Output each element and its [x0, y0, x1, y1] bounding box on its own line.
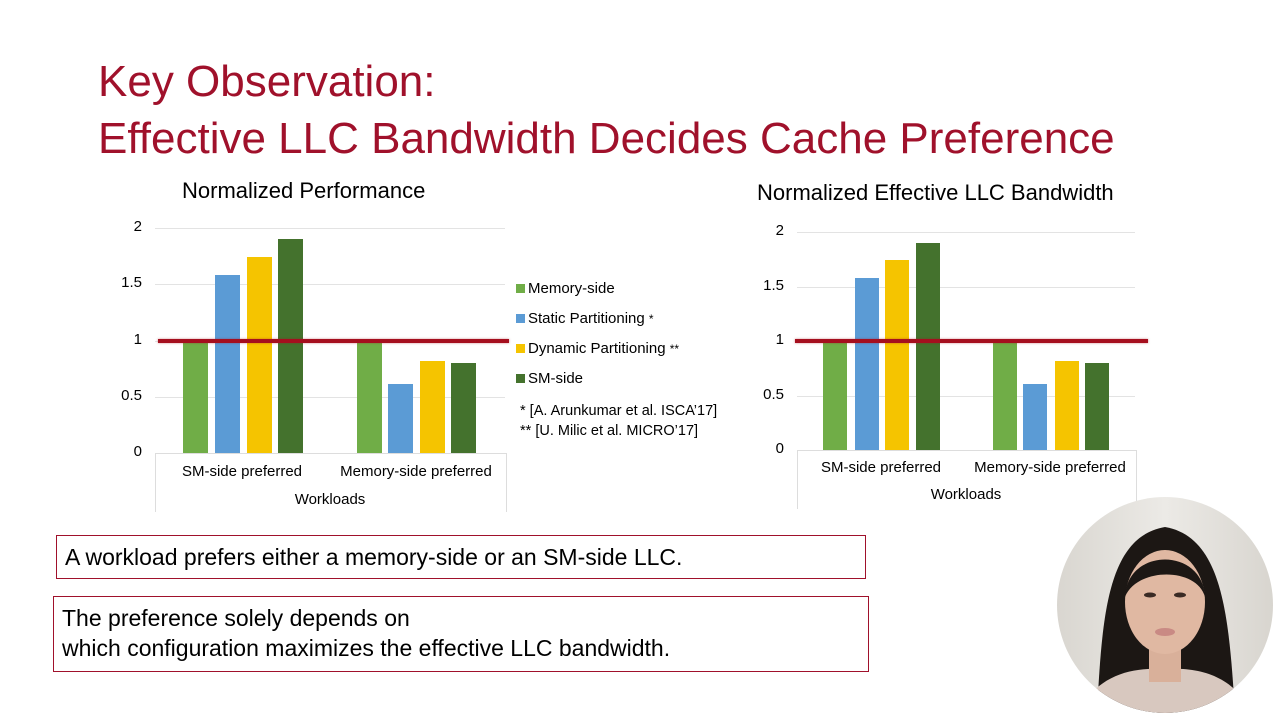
- legend-swatch: [516, 314, 525, 323]
- legend-swatch: [516, 344, 525, 353]
- bar-sm-side: [278, 239, 303, 453]
- chart-title: Normalized Effective LLC Bandwidth: [757, 180, 1114, 205]
- y-tick-label: 0.5: [763, 385, 784, 403]
- callout-preference: A workload prefers either a memory-side …: [56, 535, 866, 579]
- callout-bandwidth: The preference solely depends on which co…: [53, 596, 869, 672]
- x-category-label: SM-side preferred: [181, 463, 303, 480]
- y-tick-label: 1.5: [121, 274, 142, 292]
- callout-text-line1: The preference solely depends on: [62, 605, 410, 631]
- y-tick-label: 0: [133, 443, 142, 460]
- bar-static-partitioning: [855, 277, 879, 450]
- gridline: [155, 396, 505, 398]
- bar-sm-side: [916, 242, 940, 450]
- legend-mark: **: [669, 341, 680, 356]
- y-tick-label: 1.5: [763, 276, 784, 294]
- bar-static-partitioning: [215, 275, 240, 453]
- bar-dynamic-partitioning: [885, 260, 909, 450]
- gridline: [797, 232, 1135, 233]
- legend-mark: *: [648, 311, 654, 326]
- speaker-portrait-icon: [1077, 527, 1253, 713]
- legend-label: Static Partitioning: [528, 310, 645, 327]
- y-tick-label: 2: [775, 222, 784, 239]
- callout-text: A workload prefers either a memory-side …: [65, 544, 683, 570]
- slide-title-line1: Key Observation:: [98, 57, 436, 106]
- x-category-label: Memory-side preferred: [340, 463, 492, 480]
- bar-sm-side: [451, 363, 476, 453]
- y-tick-label: 2: [133, 218, 142, 235]
- y-tick-label: 0.5: [121, 386, 142, 404]
- bar-dynamic-partitioning: [1055, 360, 1079, 450]
- bar-memory-side: [823, 341, 847, 450]
- legend-swatch: [516, 374, 525, 383]
- chart-title: Normalized Performance: [182, 178, 426, 203]
- x-axis-label: Workloads: [294, 491, 366, 508]
- y-tick-label: 1: [775, 331, 784, 348]
- speaker-video: [1057, 497, 1273, 713]
- bar-memory-side: [357, 340, 382, 453]
- legend-item-sm-side: SM-side: [516, 370, 583, 387]
- legend-label: Dynamic Partitioning: [528, 340, 666, 357]
- bar-static-partitioning: [388, 384, 413, 453]
- y-tick-label: 0: [775, 440, 784, 457]
- y-tick-label: 1: [133, 330, 142, 348]
- x-axis-label: Workloads: [930, 486, 1002, 503]
- bar-memory-side: [993, 341, 1017, 450]
- bar-memory-side: [183, 340, 208, 453]
- reference-line: [795, 339, 1148, 343]
- footnote-milic: ** [U. Milic et al. MICRO’17]: [520, 423, 699, 439]
- bar-static-partitioning: [1023, 383, 1047, 450]
- reference-line: [158, 338, 509, 343]
- gridline: [155, 284, 505, 286]
- gridline: [797, 395, 1135, 397]
- plot-area-frame: [797, 450, 1137, 509]
- legend-item-static: Static Partitioning *: [516, 310, 654, 327]
- x-category-label: SM-side preferred: [820, 459, 942, 476]
- gridline: [797, 286, 1135, 288]
- legend-label: Memory-side: [528, 280, 615, 297]
- slide-title-line2: Effective LLC Bandwidth Decides Cache Pr…: [98, 114, 1115, 163]
- legend-item-memory-side: Memory-side: [516, 280, 615, 297]
- bar-dynamic-partitioning: [420, 360, 445, 453]
- gridline: [155, 228, 505, 229]
- footnote-arunkumar: * [A. Arunkumar et al. ISCA’17]: [520, 403, 718, 419]
- plot-area-frame: [155, 453, 507, 512]
- bar-sm-side: [1085, 362, 1109, 450]
- bar-dynamic-partitioning: [247, 257, 272, 453]
- x-category-label: Memory-side preferred: [974, 459, 1126, 476]
- legend-swatch: [516, 284, 525, 293]
- legend-item-dynamic: Dynamic Partitioning **: [516, 340, 679, 357]
- legend-label: SM-side: [528, 370, 584, 387]
- callout-text-line2: which configuration maximizes the effect…: [62, 635, 671, 661]
